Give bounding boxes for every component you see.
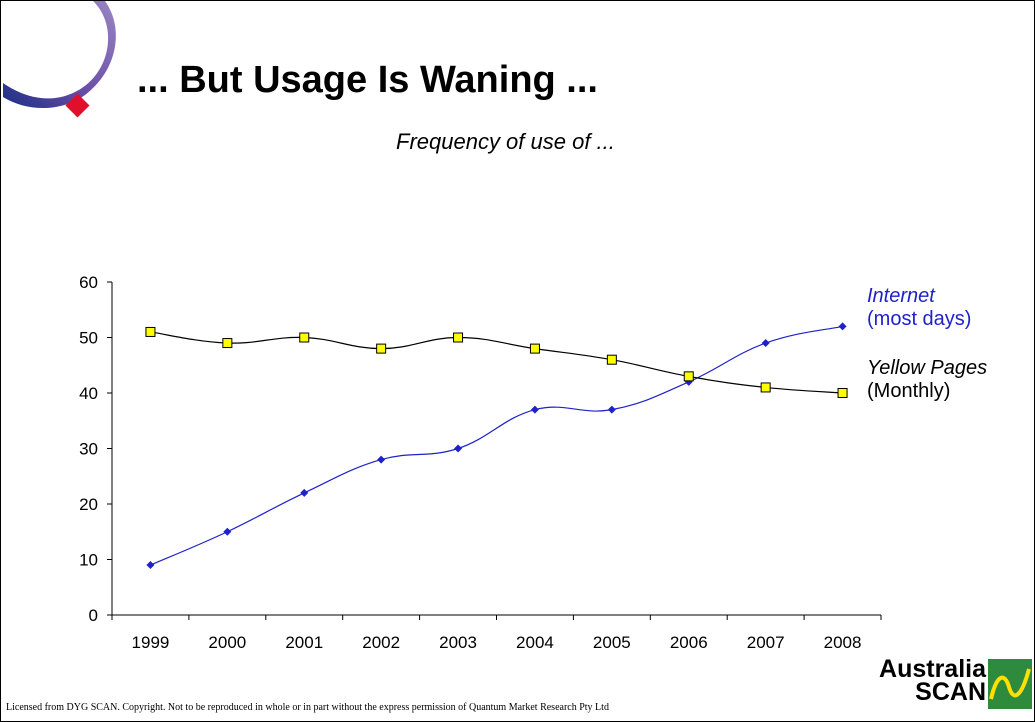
legend-internet-detail: (most days) xyxy=(867,308,972,330)
x-tick-label: 2001 xyxy=(285,633,323,652)
data-point-yellow_pages xyxy=(453,332,464,343)
data-point-yellow_pages xyxy=(837,388,848,398)
series-line-yellow_pages xyxy=(150,331,843,394)
y-tick-label: 10 xyxy=(79,551,98,570)
data-point-internet xyxy=(454,444,463,453)
data-point-yellow_pages xyxy=(606,354,617,365)
data-point-yellow_pages xyxy=(299,332,310,343)
series-line-internet xyxy=(150,325,843,566)
legend-yellow-pages-detail: (Monthly) xyxy=(867,380,951,402)
legend-internet-name: Internet xyxy=(867,285,935,307)
data-point-yellow_pages xyxy=(760,382,771,393)
x-tick-label: 2000 xyxy=(208,633,246,652)
legend-yellow-pages-name: Yellow Pages xyxy=(867,357,988,379)
data-point-yellow_pages xyxy=(222,338,233,349)
y-tick-label: 30 xyxy=(79,440,98,459)
copyright-footer: Licensed from DYG SCAN. Copyright. Not t… xyxy=(6,702,609,713)
x-tick-label: 2002 xyxy=(362,633,400,652)
x-tick-label: 2006 xyxy=(670,633,708,652)
x-tick-label: 1999 xyxy=(132,633,170,652)
chart-lines xyxy=(150,325,843,566)
chart-markers xyxy=(145,322,848,570)
quantum-logo-icon xyxy=(3,1,116,118)
scan-wave-icon xyxy=(988,659,1032,709)
x-tick-label: 2008 xyxy=(824,633,862,652)
x-tick-label: 2003 xyxy=(439,633,477,652)
brand-line-1: Australia xyxy=(879,655,986,683)
y-tick-label: 40 xyxy=(79,384,98,403)
y-tick-label: 60 xyxy=(79,273,98,292)
x-tick-label: 2005 xyxy=(593,633,631,652)
y-tick-label: 50 xyxy=(79,329,98,348)
x-tick-label: 2007 xyxy=(747,633,785,652)
data-point-yellow_pages xyxy=(683,371,694,382)
data-point-internet xyxy=(300,488,309,497)
legend-yellow-pages: Yellow Pages (Monthly) xyxy=(867,357,987,403)
data-point-internet xyxy=(146,561,155,570)
data-point-yellow_pages xyxy=(145,326,156,337)
x-tick-label: 2004 xyxy=(516,633,554,652)
y-tick-label: 20 xyxy=(79,495,98,514)
data-point-yellow_pages xyxy=(376,343,387,354)
data-point-yellow_pages xyxy=(529,343,540,354)
brand-text: Australia SCAN xyxy=(833,655,986,706)
data-point-internet xyxy=(530,405,539,414)
legend-internet: Internet (most days) xyxy=(867,285,971,331)
data-point-internet xyxy=(838,322,847,331)
brand-line-2: SCAN xyxy=(915,678,986,706)
slide-title: ... But Usage Is Waning ... xyxy=(137,59,598,101)
y-tick-label: 0 xyxy=(89,606,98,625)
chart-axes: 0 10 20 30 40 50 60 1999 2000 2001 2002 2003 2004 200… xyxy=(79,273,882,652)
data-point-internet xyxy=(607,405,616,414)
chart-subtitle: Frequency of use of ... xyxy=(396,129,615,154)
australia-scan-logo: Australia SCAN xyxy=(833,655,1033,718)
data-point-internet xyxy=(223,527,232,536)
data-point-internet xyxy=(377,455,386,464)
data-point-internet xyxy=(761,339,770,348)
